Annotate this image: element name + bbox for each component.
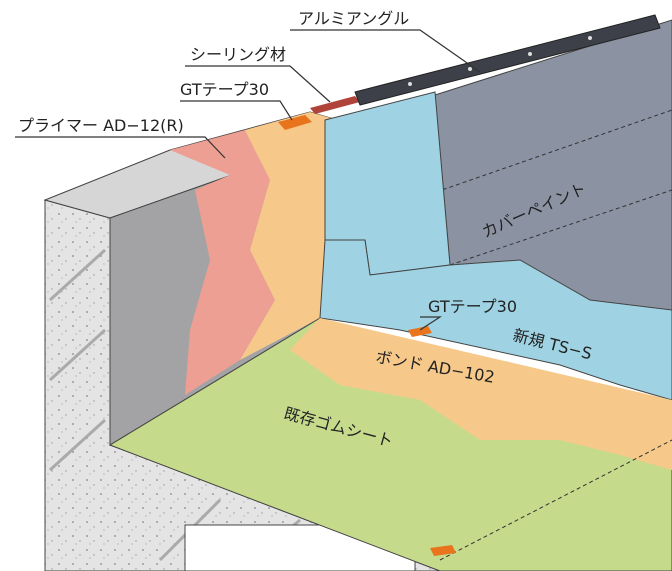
leader (419, 316, 443, 331)
leader (185, 65, 331, 103)
dashed-line (369, 109, 672, 216)
sealant (310, 96, 360, 114)
aluminium-angle (354, 14, 661, 106)
leader (290, 29, 481, 73)
gt-tape (430, 545, 456, 556)
leader (15, 136, 226, 159)
primer-layer (170, 130, 275, 395)
existing-sheet (108, 317, 672, 571)
gt-tape (278, 115, 312, 130)
ts-sheet-roof (319, 239, 672, 401)
callout: GTテープ30 (180, 80, 269, 99)
gt-tape (408, 326, 432, 337)
dashed-line (439, 439, 672, 561)
callout: シーリング材 (190, 45, 286, 64)
callout: プライマー AD−12(R) (18, 116, 184, 135)
bond-roof (290, 318, 672, 470)
rivets (408, 36, 592, 86)
leader (180, 100, 293, 121)
callout: アルミアングル (298, 9, 409, 28)
label: GTテープ30 (428, 297, 517, 316)
